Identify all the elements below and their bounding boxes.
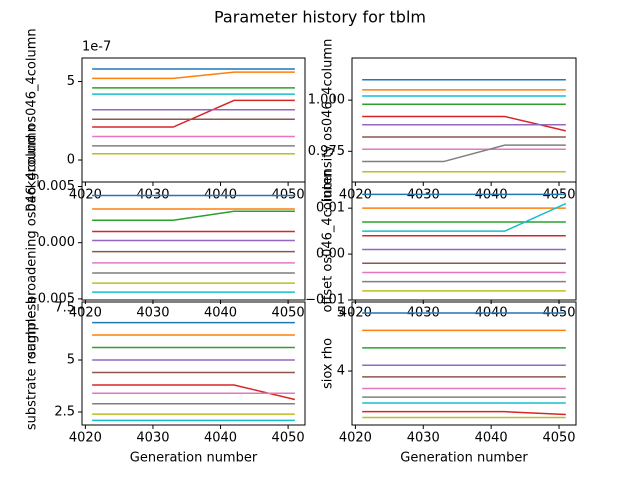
plot-area bbox=[92, 194, 295, 293]
x-tick-label: 4030 bbox=[136, 431, 169, 446]
plot-area bbox=[92, 321, 296, 422]
x-tick-label: 4040 bbox=[204, 431, 237, 446]
x-tick-label: 4040 bbox=[475, 431, 508, 446]
x-axis-label: Generation number bbox=[130, 451, 258, 466]
series-line bbox=[362, 202, 567, 232]
y-offset-label: 1e-7 bbox=[82, 40, 111, 55]
y-tick-label: 0 bbox=[67, 153, 75, 168]
x-tick-label: 4050 bbox=[272, 306, 305, 321]
x-tick-label: 4020 bbox=[69, 188, 102, 203]
x-tick-label: 4020 bbox=[339, 306, 372, 321]
figure-title: Parameter history for tblm bbox=[214, 8, 426, 27]
x-tick-label: 4030 bbox=[136, 306, 169, 321]
y-axis-label: substrate roughness bbox=[25, 297, 40, 430]
x-tick-label: 4040 bbox=[204, 306, 237, 321]
y-tick-label: 2.5 bbox=[54, 405, 75, 420]
axes-frame bbox=[351, 301, 577, 426]
y-axis-label: offset os046_4column bbox=[321, 169, 336, 312]
x-tick-label: 4020 bbox=[339, 431, 372, 446]
y-tick-label: −0.01 bbox=[305, 293, 345, 308]
y-tick-label: 0.975 bbox=[308, 144, 345, 159]
series-line bbox=[362, 410, 566, 416]
y-tick-label: 4 bbox=[337, 364, 345, 379]
x-tick-label: 4050 bbox=[272, 431, 305, 446]
x-axis-label: Generation number bbox=[400, 451, 528, 466]
x-tick-label: 4050 bbox=[542, 431, 575, 446]
axes-frame bbox=[81, 181, 306, 301]
axes-frame bbox=[351, 181, 577, 301]
plot-area bbox=[362, 193, 567, 292]
x-tick-label: 4020 bbox=[339, 188, 372, 203]
series-line bbox=[92, 99, 295, 128]
plot-area bbox=[362, 78, 566, 173]
y-tick-label: 7.5 bbox=[54, 301, 75, 316]
y-axis-label: siox rho bbox=[321, 338, 336, 389]
y-tick-label: 0.005 bbox=[38, 179, 75, 194]
series-line bbox=[362, 144, 566, 163]
y-tick-label: 1.000 bbox=[308, 93, 345, 108]
y-tick-label: 5 bbox=[67, 353, 75, 368]
plot-area bbox=[362, 312, 566, 419]
series-line bbox=[92, 71, 295, 80]
series-line bbox=[92, 210, 295, 221]
y-axis-label: intensity os046_4column bbox=[321, 39, 336, 202]
y-tick-label: 5 bbox=[337, 306, 345, 321]
y-tick-label: −0.005 bbox=[27, 291, 75, 306]
x-tick-label: 4020 bbox=[69, 431, 102, 446]
series-line bbox=[92, 384, 296, 401]
y-tick-label: 0.01 bbox=[316, 201, 345, 216]
y-axis-label: background os046_4column bbox=[25, 28, 40, 211]
series-line bbox=[362, 115, 566, 132]
axes-frame bbox=[81, 301, 306, 426]
plot-area bbox=[92, 68, 295, 155]
x-tick-label: 4030 bbox=[407, 431, 440, 446]
y-axis-label: sample_broadening os046_4column bbox=[25, 124, 40, 358]
y-tick-label: 5 bbox=[67, 74, 75, 89]
y-tick-label: 0.000 bbox=[38, 235, 75, 250]
y-tick-label: 0.00 bbox=[316, 247, 345, 262]
x-tick-label: 4020 bbox=[69, 306, 102, 321]
